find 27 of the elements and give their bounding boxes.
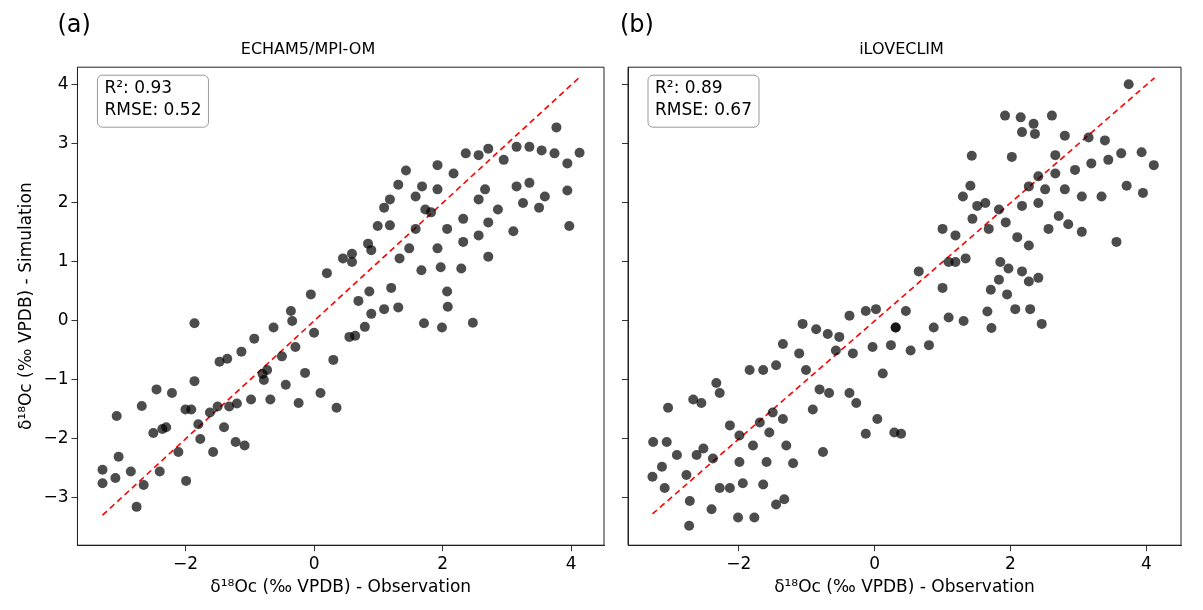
- y-tick-label: 3: [57, 132, 69, 153]
- y-tick-label: −1: [43, 368, 69, 389]
- y-tick-label: 4: [57, 73, 69, 94]
- y-tick-label: 2: [57, 191, 69, 212]
- text: (a): [57, 10, 91, 39]
- x-tick-label: 2: [1005, 552, 1016, 573]
- x-tick-label: 0: [308, 552, 320, 573]
- annotation: R²: 0.93: [104, 77, 173, 98]
- x-tick-label: −2: [726, 552, 752, 573]
- x-tick-label: 2: [437, 552, 449, 573]
- chart-title: ECHAM5/MPI-OM: [240, 38, 376, 58]
- y-tick-label: 0: [57, 309, 69, 330]
- x-tick-label: 0: [869, 552, 881, 573]
- annotation: RMSE: 0.67: [655, 99, 752, 120]
- annotation: R²: 0.89: [655, 77, 723, 98]
- annotation: RMSE: 0.52: [104, 99, 202, 120]
- y-tick-label: −2: [43, 427, 69, 448]
- x-tick-label: 4: [1140, 552, 1152, 573]
- text: (b): [620, 10, 654, 39]
- x-axis-title: δ¹⁸Oc (‰ VPDB) - Observation: [210, 576, 472, 597]
- x-axis-title: δ¹⁸Oc (‰ VPDB) - Observation: [774, 576, 1035, 597]
- y-axis-title: δ¹⁸Oc (‰ VPDB) - Simulation: [14, 182, 35, 431]
- x-tick-label: 4: [565, 552, 577, 573]
- x-tick-label: −2: [172, 552, 198, 573]
- y-tick-label: 1: [57, 250, 69, 271]
- y-tick-label: −3: [43, 486, 69, 507]
- chart-title: iLOVECLIM: [859, 38, 944, 58]
